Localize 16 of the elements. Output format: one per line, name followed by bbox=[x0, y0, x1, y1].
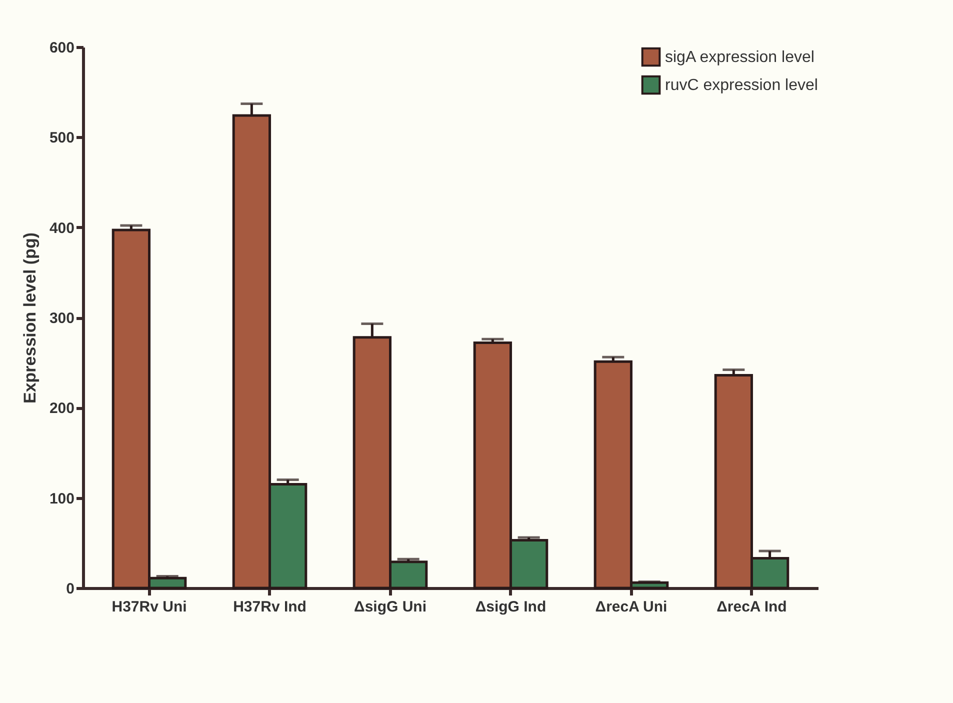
y-tick-label: 0 bbox=[66, 580, 74, 598]
y-tick-label: 100 bbox=[49, 490, 74, 508]
y-tick-label: 500 bbox=[49, 130, 74, 147]
x-tick-label: H37Rv Uni bbox=[112, 598, 187, 616]
y-tick-label: 600 bbox=[49, 40, 74, 56]
y-axis-title: Expression level (pg) bbox=[20, 232, 40, 404]
x-tick-label: ΔsigG Uni bbox=[354, 598, 426, 616]
legend-label: ruvC expression level bbox=[665, 77, 818, 94]
y-tick-label: 300 bbox=[49, 310, 74, 327]
x-tick-label: H37Rv Ind bbox=[233, 598, 306, 616]
y-tick-label: 200 bbox=[49, 400, 74, 418]
legend-label: sigA expression level bbox=[665, 49, 814, 66]
x-tick-label: ΔsigG Ind bbox=[475, 598, 546, 616]
x-tick-label: ΔrecA Ind bbox=[716, 598, 787, 616]
y-tick-label: 400 bbox=[49, 220, 74, 237]
x-tick-label: ΔrecA Uni bbox=[595, 598, 668, 616]
